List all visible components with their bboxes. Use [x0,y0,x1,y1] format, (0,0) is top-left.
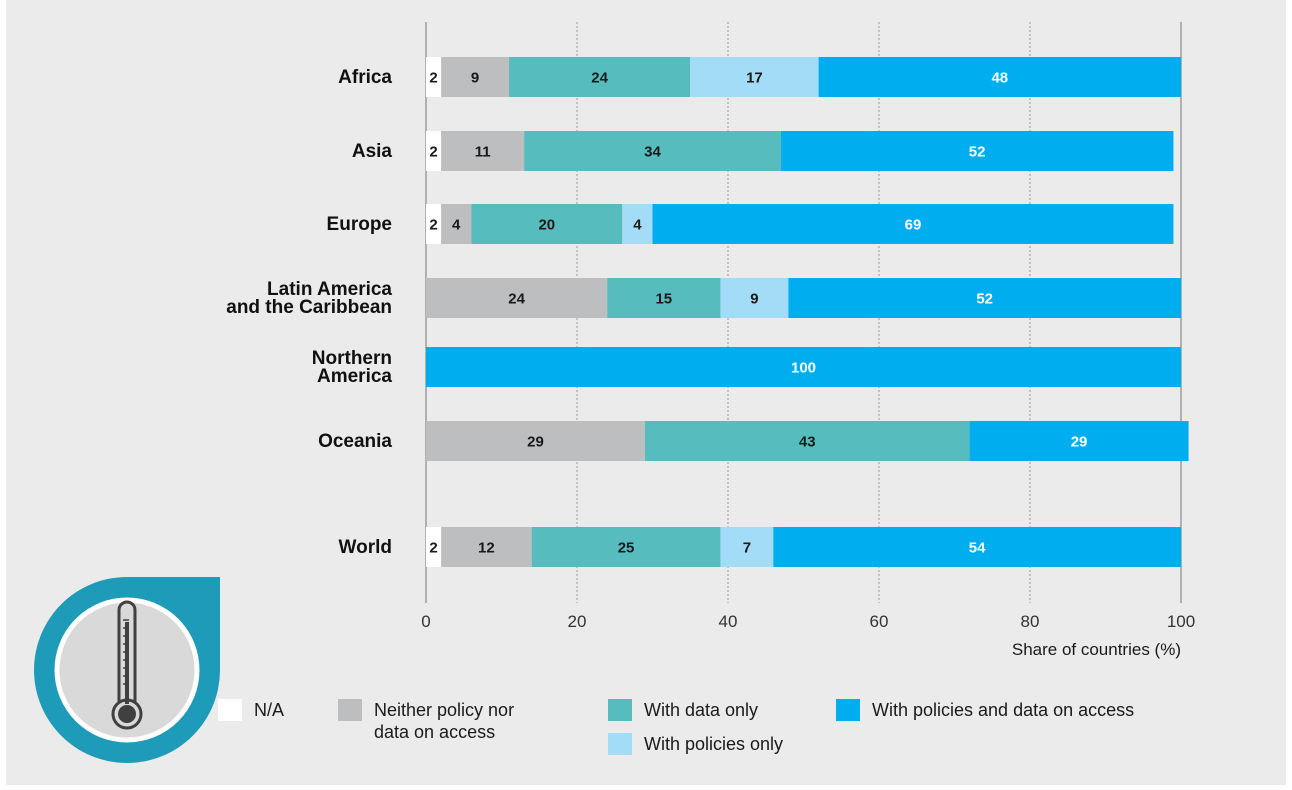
bar-value-label: 12 [478,540,495,557]
legend-swatch [218,699,242,721]
bar-segment [426,347,1181,387]
bar-value-label: 11 [475,144,491,161]
bar-segment [652,204,1174,244]
bar-segment [818,57,1181,97]
x-tick-label: 60 [870,612,889,631]
gridlines [425,22,1182,603]
bar-segment [531,527,721,567]
category-label: America [317,366,392,387]
bar-value-label: 20 [538,217,555,234]
x-tick-label: 80 [1021,612,1040,631]
category-label: World [339,537,392,558]
bar-segment [509,57,691,97]
legend-label: With policies only [644,734,783,754]
bar-value-label: 25 [618,540,635,557]
bar-value-label: 17 [746,70,763,87]
category-label: Europe [327,214,392,235]
bar-segment [644,421,970,461]
legend-label: data on access [374,722,495,742]
x-tick-label: 0 [421,612,430,631]
thermometer-badge [34,577,220,763]
bar-value-label: 4 [633,217,642,234]
bar-value-label: 2 [429,70,437,87]
thermometer-icon [111,600,143,730]
bar-segment [607,278,721,318]
bar-value-label: 9 [750,291,758,308]
bar-segment [788,278,1181,318]
bar-segment [524,131,781,171]
bar-segment [441,57,510,97]
bar-value-label: 43 [799,434,816,451]
bar-value-label: 69 [905,217,922,234]
bar-segment [690,57,819,97]
bar-segment [720,278,789,318]
bar-segment [471,204,623,244]
bar-value-label: 54 [969,540,986,557]
category-label: Africa [338,67,392,88]
legend-label: Neither policy nor [374,700,514,720]
bar-value-label: 100 [791,360,816,377]
category-label: Oceania [318,431,392,452]
bar-segment [441,131,525,171]
x-tick-label: 100 [1167,612,1195,631]
bar-value-label: 9 [471,70,479,87]
bar-segment [622,204,653,244]
bar-segment [426,278,608,318]
bar-segment [426,527,442,567]
bar-segment [720,527,774,567]
bar-segment [773,527,1181,567]
bar-value-label: 34 [644,144,661,161]
bar-value-label: 15 [655,291,672,308]
legend-label: With data only [644,700,758,720]
x-tick-label: 20 [568,612,587,631]
category-label: and the Caribbean [226,297,392,318]
legend-label: With policies and data on access [872,700,1134,720]
legend-label: N/A [254,700,284,720]
category-label: Latin America [267,279,392,300]
bar-value-label: 29 [1071,434,1088,451]
category-label: Asia [352,141,393,162]
bar-segment [969,421,1189,461]
bar-segment [441,527,532,567]
bar-value-label: 2 [429,217,437,234]
bar-segment [426,57,442,97]
bar-value-label: 24 [508,291,525,308]
bar-segment [426,204,442,244]
bar-segment [426,131,442,171]
bar-segment [780,131,1174,171]
bar-value-label: 7 [743,540,751,557]
category-label: Northern [312,348,392,369]
x-axis: 0 20 40 60 80 100 Share of countries (%) [421,612,1195,659]
x-axis-label: Share of countries (%) [1012,640,1181,659]
bar-value-label: 2 [429,144,437,161]
thermometer-bulb [118,705,136,723]
bar-value-label: 4 [452,217,461,234]
legend-swatch [836,699,860,721]
legend-swatch [338,699,362,721]
bar-value-label: 52 [969,144,986,161]
bar-segment [426,421,645,461]
bar-value-label: 24 [591,70,608,87]
legend-swatch [608,699,632,721]
x-tick-label: 40 [719,612,738,631]
legend-swatch [608,733,632,755]
bar-segment [441,204,472,244]
bar-value-label: 29 [527,434,544,451]
bar-value-label: 2 [429,540,437,557]
bar-value-label: 48 [991,70,1008,87]
bar-value-label: 52 [976,291,993,308]
